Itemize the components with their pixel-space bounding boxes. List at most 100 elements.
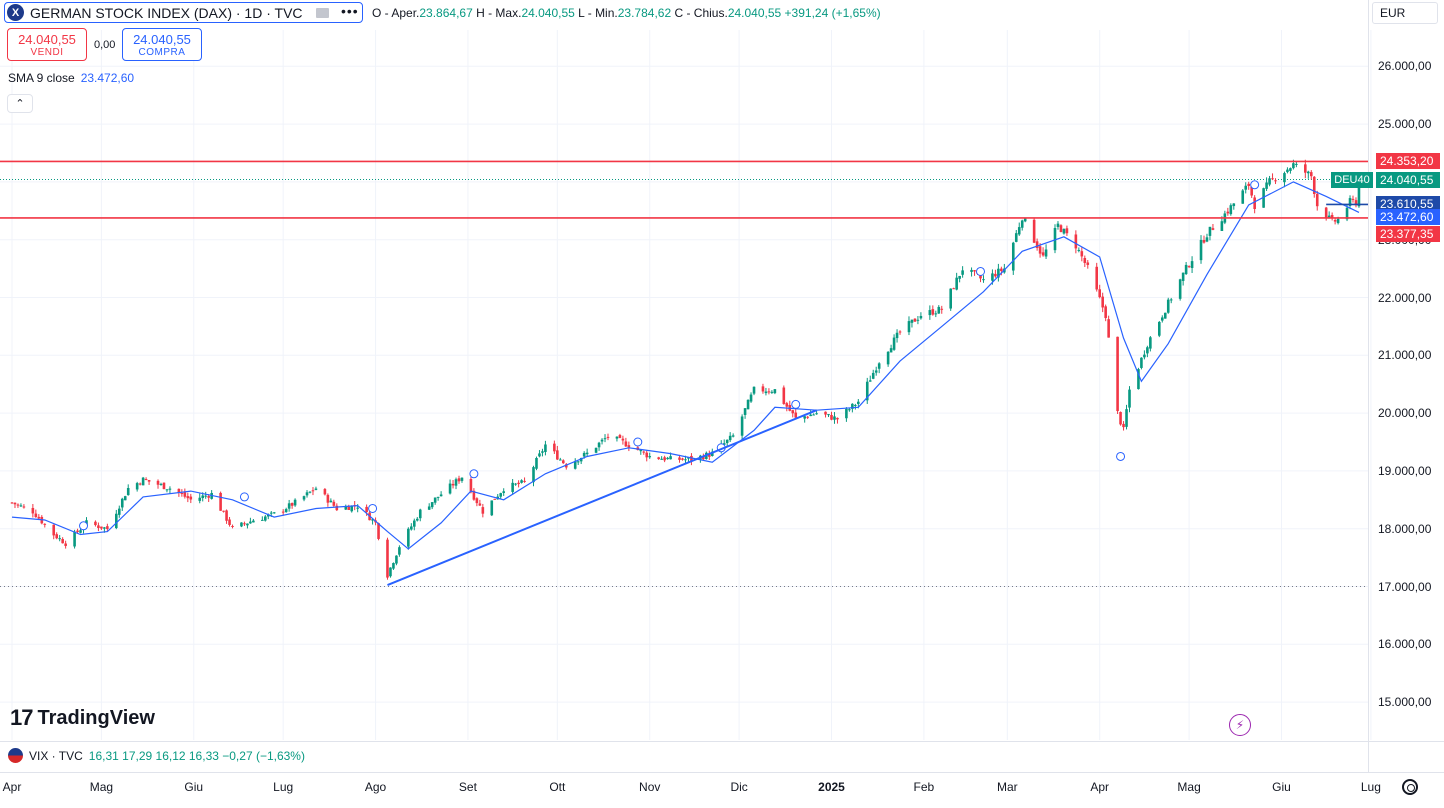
- candle-body: [392, 563, 395, 569]
- candle-body: [293, 499, 297, 506]
- open-label: O - Aper.: [372, 6, 420, 20]
- candle-body: [937, 306, 941, 314]
- candle-body: [499, 493, 503, 497]
- candle-body: [615, 436, 619, 439]
- candle-body: [386, 539, 389, 578]
- candle-body: [100, 526, 103, 529]
- candle-body: [725, 439, 729, 444]
- candle-body: [329, 500, 333, 503]
- candle-body: [600, 439, 604, 442]
- time-tick-label: Giu: [184, 780, 204, 794]
- tradingview-mark-icon: 17: [10, 705, 34, 730]
- candle-body: [535, 457, 538, 469]
- settings-icon[interactable]: [1402, 779, 1418, 795]
- candle-body: [13, 502, 17, 505]
- currency-selector[interactable]: EUR: [1372, 2, 1438, 24]
- candle-body: [186, 496, 190, 499]
- candle-body: [1253, 197, 1256, 209]
- candle-body: [147, 480, 151, 482]
- lightning-icon[interactable]: ⚡: [1229, 714, 1251, 736]
- candle-body: [34, 513, 38, 518]
- candle-body: [773, 389, 777, 394]
- change-value: +391,24 (+1,65%): [784, 6, 881, 20]
- candle-body: [1190, 261, 1194, 268]
- time-tick-label: Ago: [364, 780, 387, 794]
- time-tick-label: Mag: [1177, 780, 1201, 794]
- candle-body: [311, 490, 315, 492]
- candle-body: [1169, 299, 1173, 301]
- vix-legend[interactable]: VIX · TVC 16,31 17,29 16,12 16,33 −0,27 …: [8, 748, 305, 763]
- candle-body: [52, 524, 56, 536]
- sell-button[interactable]: 24.040,55 VENDI: [7, 28, 87, 61]
- candle-body: [177, 488, 181, 494]
- candle-body: [952, 288, 955, 290]
- candle-body: [770, 391, 774, 393]
- candle-body: [1247, 183, 1250, 186]
- sma-legend[interactable]: SMA 9 close 23.472,60: [8, 71, 134, 85]
- candle-body: [955, 277, 958, 290]
- candle-body: [731, 435, 735, 437]
- candle-body: [117, 508, 121, 515]
- more-options-icon[interactable]: •••: [341, 3, 359, 19]
- candle-body: [1020, 220, 1024, 228]
- time-tick-label: 2025: [818, 780, 845, 794]
- candle-body: [785, 403, 789, 407]
- candle-body: [126, 487, 130, 496]
- candle-body: [281, 511, 285, 513]
- candle-body: [830, 414, 833, 420]
- candle-body: [579, 458, 583, 462]
- candle-body: [1166, 299, 1170, 313]
- candle-body: [854, 405, 857, 407]
- candle-body: [371, 519, 374, 521]
- candle-body: [895, 332, 899, 339]
- candle-body: [19, 505, 23, 507]
- candle-body: [559, 459, 562, 461]
- candle-body: [1032, 219, 1036, 243]
- candle-body: [1065, 228, 1069, 234]
- candle-body: [1023, 218, 1027, 222]
- candle-body: [833, 416, 836, 420]
- trend-line: [387, 409, 817, 586]
- candle-body: [1149, 337, 1152, 349]
- candle-body: [1014, 233, 1018, 242]
- candle-body: [1143, 354, 1146, 358]
- candle-body: [326, 494, 330, 503]
- candle-body: [523, 480, 526, 482]
- chevron-up-icon: ⌃: [15, 98, 25, 110]
- buy-label: COMPRA: [138, 46, 186, 58]
- candle-body: [889, 348, 893, 353]
- time-tick-label: Apr: [1090, 780, 1110, 794]
- candle-body: [94, 521, 97, 526]
- candle-body: [621, 438, 625, 441]
- eye-icon[interactable]: [316, 8, 329, 18]
- candle-body: [413, 520, 416, 527]
- candle-body: [994, 273, 997, 277]
- candle-body: [168, 488, 172, 490]
- candle-body: [1312, 176, 1316, 194]
- candle-body: [183, 492, 187, 497]
- candle-body: [824, 411, 827, 415]
- candle-body: [749, 394, 753, 402]
- candle-body: [335, 505, 339, 511]
- price-tick-label: 26.000,00: [1378, 59, 1432, 74]
- candle-body: [162, 482, 166, 490]
- candle-body: [1160, 317, 1164, 321]
- symbol-selector[interactable]: X GERMAN STOCK INDEX (DAX) · 1D · TVC ••…: [4, 2, 363, 23]
- candle-body: [1035, 241, 1039, 248]
- candle-body: [287, 503, 291, 509]
- buy-button[interactable]: 24.040,55 COMPRA: [122, 28, 202, 61]
- time-tick-label: Ott: [549, 780, 566, 794]
- collapse-legend-button[interactable]: ⌃: [7, 94, 33, 113]
- candle-body: [1357, 179, 1361, 207]
- candle-body: [1086, 262, 1090, 265]
- candle-body: [448, 483, 452, 494]
- symbol-price-tag: DEU40: [1331, 171, 1373, 188]
- time-axis[interactable]: Apr Mag Giu Lug Ago Set Ott Nov Dic 2025 Feb Mar Apr…: [0, 772, 1444, 808]
- candle-body: [1181, 272, 1185, 281]
- candle-body: [1041, 252, 1045, 256]
- event-marker: [1116, 451, 1126, 461]
- event-marker: [791, 399, 801, 409]
- candle-body: [1137, 369, 1140, 390]
- candle-body: [228, 519, 231, 525]
